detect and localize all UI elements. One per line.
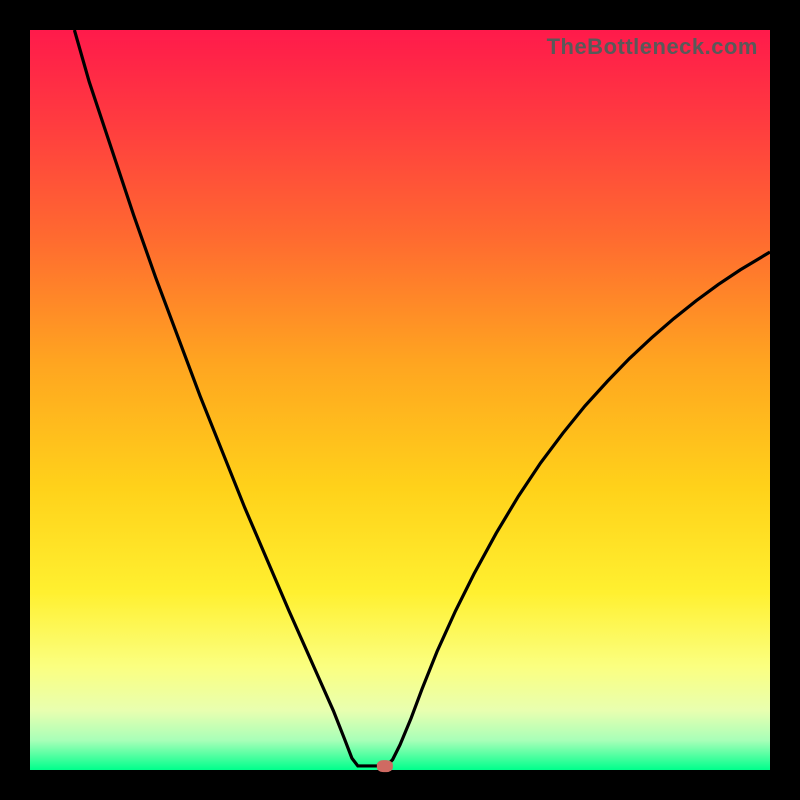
minimum-marker xyxy=(377,760,393,772)
chart-frame: TheBottleneck.com xyxy=(0,0,800,800)
watermark-text: TheBottleneck.com xyxy=(547,34,758,60)
plot-area xyxy=(30,30,770,770)
bottleneck-curve xyxy=(30,30,770,770)
curve-path xyxy=(74,30,770,766)
